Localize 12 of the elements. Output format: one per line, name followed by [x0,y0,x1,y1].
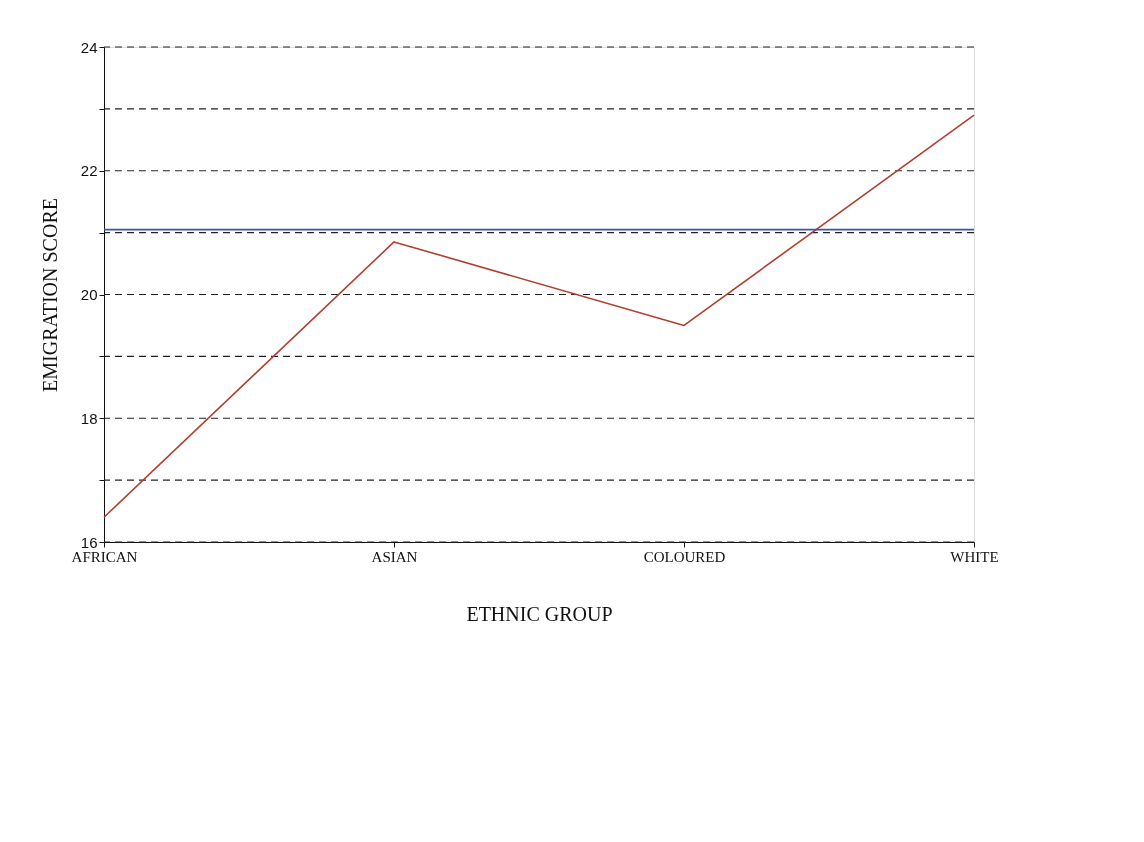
x-tick-label: AFRICAN [71,548,138,565]
line-series [103,114,975,519]
y-tick-label: 16 [80,533,98,551]
y-tick-label: 20 [80,286,98,303]
y-axis-title: EMIGRATION SCORE [38,198,61,392]
x-axis-title: ETHNIC GROUP [466,602,613,625]
x-tick-label: COLOURED [643,548,726,565]
x-tick-label: ASIAN [371,548,418,565]
y-tick-label: 22 [80,162,98,180]
y-tick-label: 18 [80,409,98,427]
x-tick-label: WHITE [950,548,999,565]
y-tick-label: 24 [80,38,98,56]
